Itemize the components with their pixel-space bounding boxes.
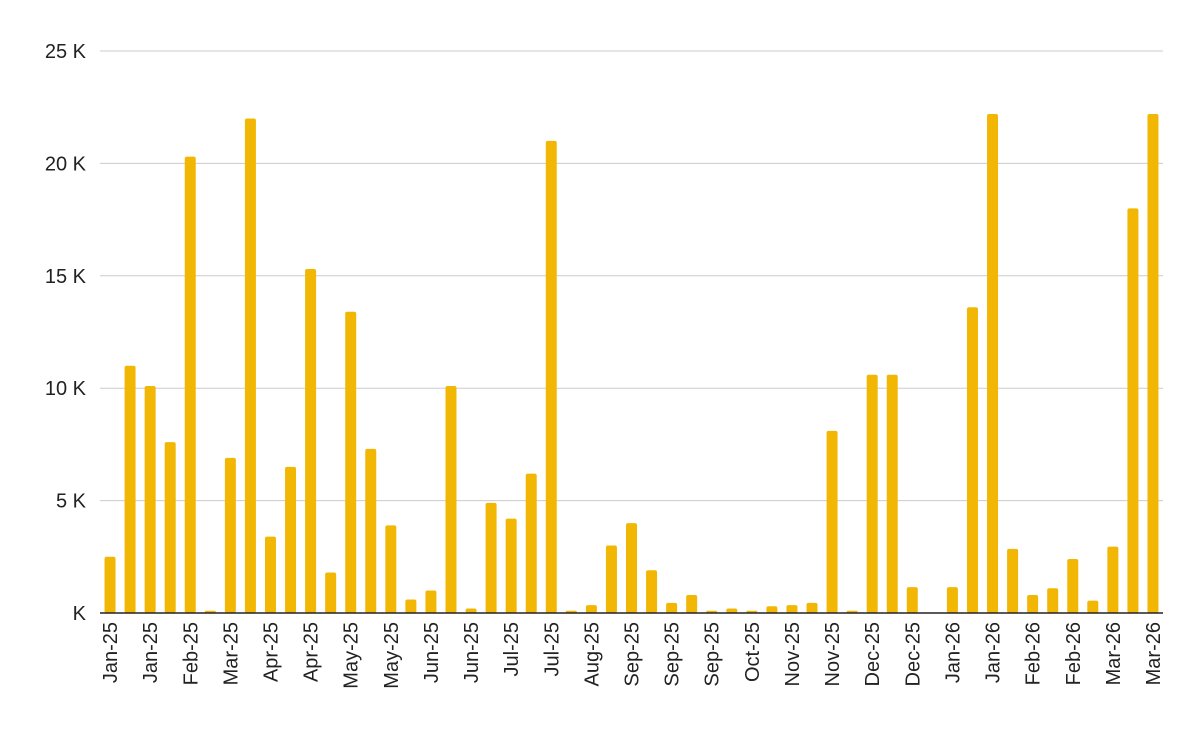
- bar: [1127, 208, 1139, 614]
- bar: [646, 570, 658, 613]
- x-tick-label: Oct-25: [742, 622, 764, 682]
- y-tick-label: 20 K: [45, 153, 87, 175]
- y-tick-label: K: [73, 603, 87, 625]
- bar: [826, 430, 838, 613]
- x-tick-label: Jul-25: [541, 622, 563, 676]
- bar: [906, 587, 918, 613]
- y-tick-label: 5 K: [56, 491, 87, 513]
- x-tick-label: Mar-26: [1103, 622, 1125, 685]
- x-tick-label: Feb-25: [180, 622, 202, 685]
- bar: [866, 374, 878, 613]
- bar: [325, 572, 337, 613]
- bar: [726, 608, 738, 613]
- x-tick-label: May-25: [341, 622, 363, 689]
- bar: [264, 536, 276, 613]
- bar: [124, 365, 136, 613]
- bar: [224, 457, 236, 613]
- x-tick-label: Sep-25: [622, 622, 644, 687]
- x-tick-label: Mar-26: [1143, 622, 1165, 685]
- bar: [405, 599, 417, 613]
- bar: [786, 605, 798, 613]
- bar: [465, 608, 477, 613]
- x-tick-label: Apr-25: [301, 622, 323, 682]
- x-axis-tick-labels: Jan-25 Jan-25 Feb-25 Mar-25 Apr-25 Apr-25 May-…: [100, 622, 1165, 689]
- x-tick-label: Dec-25: [862, 622, 884, 686]
- bars: [104, 113, 1159, 614]
- x-tick-label: Jan-25: [100, 622, 122, 683]
- gridlines: [100, 50, 1163, 502]
- bar: [285, 466, 297, 613]
- bar: [766, 606, 778, 613]
- bar: [605, 545, 617, 613]
- bar: [686, 595, 698, 613]
- x-tick-label: Feb-26: [1063, 622, 1085, 685]
- x-tick-label: Feb-26: [1023, 622, 1045, 685]
- x-tick-label: Jan-25: [140, 622, 162, 683]
- bar: [244, 118, 256, 613]
- bar: [626, 523, 637, 613]
- x-tick-label: Nov-25: [822, 622, 844, 686]
- bar: [806, 602, 818, 613]
- bar: [385, 525, 397, 613]
- bar: [525, 473, 537, 613]
- x-tick-label: Sep-25: [702, 622, 724, 687]
- bar: [966, 307, 978, 613]
- bar: [585, 605, 597, 613]
- bar: [1087, 600, 1099, 613]
- bar: [104, 556, 116, 613]
- bar: [445, 385, 457, 613]
- bar: [886, 374, 898, 613]
- x-tick-label: Jun-25: [421, 622, 443, 683]
- bar: [1067, 559, 1079, 613]
- bar: [1147, 113, 1159, 613]
- bar: [1107, 546, 1119, 613]
- bar: [164, 442, 176, 613]
- y-tick-label: 15 K: [45, 266, 87, 288]
- bar: [1027, 595, 1039, 613]
- x-tick-label: Jan-26: [942, 622, 964, 683]
- bar: [666, 602, 678, 613]
- bar: [144, 385, 156, 613]
- bar: [1007, 548, 1019, 613]
- x-tick-label: Jul-25: [501, 622, 523, 676]
- y-axis-tick-labels: K 5 K 10 K 15 K 20 K 25 K: [45, 41, 87, 625]
- x-tick-label: Jan-26: [983, 622, 1005, 683]
- bar: [946, 587, 958, 613]
- y-tick-label: 25 K: [45, 41, 87, 63]
- x-tick-label: Apr-25: [260, 622, 282, 682]
- y-tick-label: 10 K: [45, 378, 87, 400]
- x-tick-label: Jun-25: [461, 622, 483, 683]
- x-tick-label: May-25: [381, 622, 403, 689]
- bar: [485, 502, 497, 613]
- bar: [987, 113, 999, 613]
- x-tick-label: Aug-25: [581, 622, 603, 687]
- x-tick-label: Sep-25: [662, 622, 684, 687]
- x-tick-label: Nov-25: [782, 622, 804, 686]
- bar: [505, 518, 517, 613]
- bar: [184, 156, 196, 613]
- x-tick-label: Dec-25: [902, 622, 924, 686]
- bar: [305, 269, 317, 613]
- x-tick-label: Mar-25: [220, 622, 242, 685]
- bar: [1047, 588, 1059, 613]
- bar: [365, 448, 377, 613]
- bar: [425, 590, 437, 613]
- bar: [345, 311, 357, 613]
- bar: [545, 140, 557, 614]
